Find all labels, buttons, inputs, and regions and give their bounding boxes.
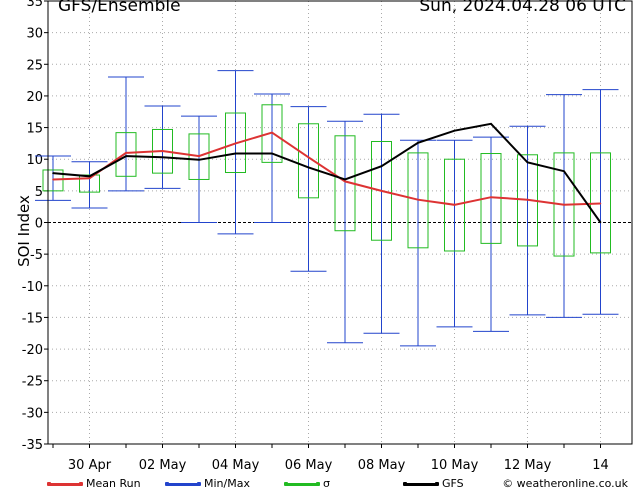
gfs-point bbox=[417, 141, 419, 144]
gfs-point bbox=[380, 165, 383, 167]
legend-mean-label: Mean Run bbox=[86, 477, 141, 490]
x-tick-label: 04 May bbox=[212, 458, 260, 473]
mean-run-line bbox=[52, 131, 601, 206]
x-tick-label: 12 May bbox=[504, 458, 552, 473]
mean-run-point bbox=[453, 203, 456, 206]
sigma-box bbox=[42, 169, 64, 192]
gfs-point bbox=[125, 155, 127, 157]
mean-run-point bbox=[271, 131, 273, 134]
y-tick-label: -25 bbox=[22, 375, 43, 390]
soi-chart: -35 -30 -25 -20 -15 -10 -5 0 5 10 15 20 25 30 35 30 Apr… bbox=[22, 0, 633, 473]
gfs-point bbox=[307, 166, 310, 169]
sigma-box bbox=[261, 104, 283, 163]
mean-run-swatch bbox=[47, 481, 83, 486]
mean-run-point bbox=[198, 155, 200, 157]
credit-text: © weatheronline.co.uk bbox=[502, 477, 628, 490]
sigma-box bbox=[371, 140, 392, 241]
y-tick-label: -35 bbox=[22, 438, 43, 453]
y-tick-label: 35 bbox=[26, 0, 43, 10]
sigma-swatch bbox=[284, 481, 320, 486]
y-tick-label: 10 bbox=[26, 153, 43, 168]
mean-run-point bbox=[125, 152, 127, 154]
mean-run-point bbox=[526, 198, 529, 201]
mean-run-point bbox=[52, 178, 54, 181]
legend-sigma-label: σ bbox=[323, 477, 330, 490]
legend-gfs-label: GFS bbox=[442, 477, 464, 490]
x-tick-label: 06 May bbox=[285, 458, 333, 473]
y-tick-label: 5 bbox=[35, 185, 43, 200]
mean-run-point bbox=[417, 198, 419, 201]
mean-run-point bbox=[344, 180, 346, 183]
x-tick-label: 08 May bbox=[358, 458, 406, 473]
y-tick-label: -15 bbox=[22, 311, 43, 326]
sigma-box bbox=[79, 174, 100, 193]
gfs-point bbox=[234, 152, 237, 155]
y-tick-label: 20 bbox=[26, 90, 43, 105]
gfs-point bbox=[563, 170, 565, 173]
x-tick-label: 10 May bbox=[431, 458, 479, 473]
y-tick-label: 30 bbox=[26, 27, 43, 42]
y-tick-label: 25 bbox=[26, 58, 43, 73]
mean-run-point bbox=[161, 150, 164, 152]
legend-mean-run: Mean Run bbox=[47, 477, 141, 490]
mean-run-point bbox=[307, 156, 310, 159]
x-tick-label: 30 Apr bbox=[68, 458, 112, 473]
mean-run-point bbox=[88, 177, 91, 179]
chart-title: GFS/Ensemble bbox=[58, 0, 181, 16]
gfs-point bbox=[344, 178, 346, 181]
gfs-point bbox=[161, 156, 164, 159]
x-tick-label: 02 May bbox=[139, 458, 187, 473]
mean-run-point bbox=[490, 196, 492, 198]
gfs-point bbox=[88, 175, 91, 178]
legend-minmax-label: Min/Max bbox=[204, 477, 250, 490]
legend-sigma: σ bbox=[284, 477, 330, 490]
sigma-box bbox=[444, 158, 465, 252]
gfs-point bbox=[599, 221, 602, 224]
y-tick-label: 15 bbox=[26, 122, 43, 137]
legend-min-max: Min/Max bbox=[165, 477, 250, 490]
gfs-point bbox=[52, 172, 54, 174]
mean-run-point bbox=[234, 142, 237, 145]
y-tick-label: -30 bbox=[22, 406, 43, 421]
y-tick-label: -10 bbox=[22, 280, 43, 295]
gfs-line bbox=[52, 122, 602, 224]
mean-run-point bbox=[380, 190, 383, 192]
gfs-point bbox=[453, 129, 456, 132]
y-tick-label: -20 bbox=[22, 343, 43, 358]
min-max-swatch bbox=[165, 481, 201, 486]
sigma-box bbox=[298, 123, 319, 199]
mean-run-point bbox=[563, 203, 565, 206]
y-tick-label: -5 bbox=[30, 248, 43, 263]
gfs-point bbox=[526, 161, 529, 164]
run-date: Sun, 2024.04.28 06 UTC bbox=[419, 0, 626, 16]
gfs-point bbox=[271, 152, 273, 155]
gfs-point bbox=[198, 159, 200, 161]
gfs-swatch bbox=[403, 481, 439, 486]
legend-gfs: GFS bbox=[403, 477, 464, 490]
mean-run-point bbox=[599, 202, 602, 205]
legend: Mean Run Min/Max σ GFS © weatheronline.c… bbox=[0, 474, 634, 490]
sigma-box bbox=[188, 133, 210, 180]
plot-frame bbox=[47, 0, 633, 445]
sigma-box bbox=[115, 132, 137, 177]
gfs-point bbox=[490, 122, 492, 125]
x-tick-label: 14 bbox=[592, 458, 609, 473]
sigma-box bbox=[225, 112, 246, 174]
y-tick-label: 0 bbox=[35, 217, 43, 232]
